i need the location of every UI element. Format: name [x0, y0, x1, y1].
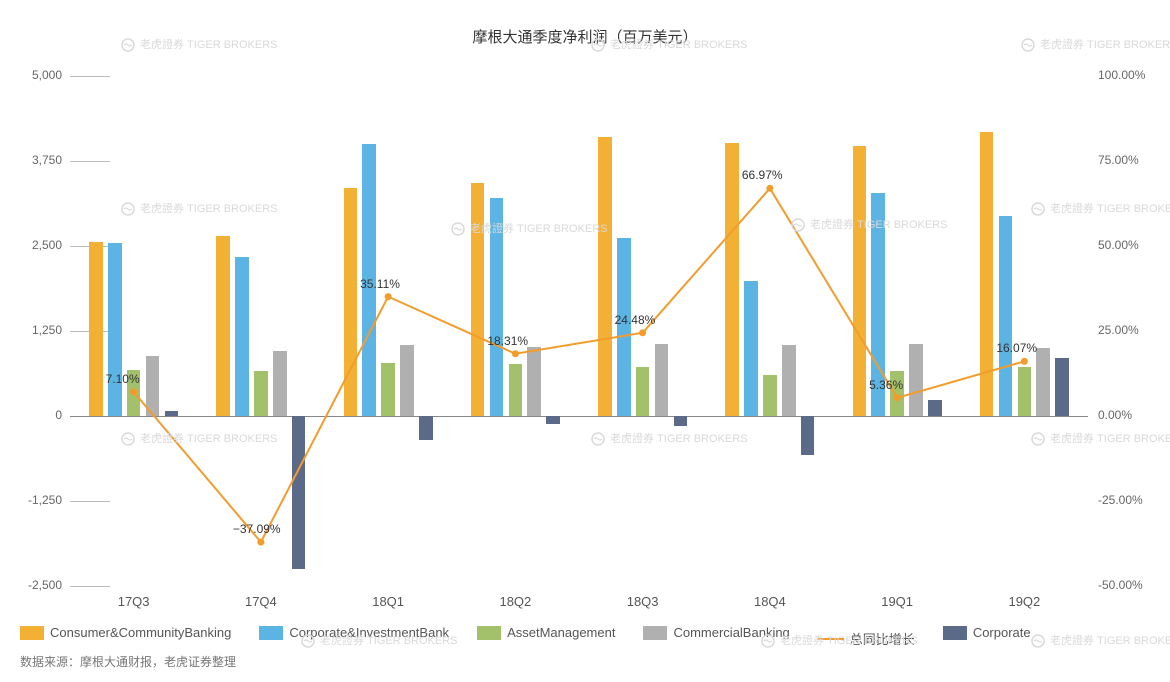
- legend-swatch: [20, 626, 44, 640]
- y-left-tick: -2,500: [28, 578, 62, 592]
- legend-swatch: [943, 626, 967, 640]
- legend-item-corp: Corporate: [943, 625, 1031, 640]
- x-category-label: 19Q1: [881, 594, 913, 609]
- watermark: 老虎證券 TIGER BROKERS: [120, 36, 278, 53]
- yoy-marker: [130, 388, 137, 395]
- legend-swatch: [643, 626, 667, 640]
- yoy-label: −37.09%: [233, 522, 281, 536]
- source-note: 数据来源：摩根大通财报，老虎证券整理: [20, 653, 236, 670]
- legend-label: AssetManagement: [507, 625, 615, 640]
- yoy-line: [134, 188, 1025, 542]
- watermark: 老虎證券 TIGER BROKERS: [1030, 430, 1170, 447]
- watermark: 老虎證券 TIGER BROKERS: [1020, 36, 1170, 53]
- watermark: 老虎證券 TIGER BROKERS: [1030, 200, 1170, 217]
- watermark: 老虎證券 TIGER BROKERS: [120, 200, 278, 217]
- watermark: 老虎證券 TIGER BROKERS: [760, 632, 918, 649]
- x-category-label: 19Q2: [1008, 594, 1040, 609]
- watermark: 老虎證券 TIGER BROKERS: [590, 430, 748, 447]
- chart-container: 摩根大通季度净利润（百万美元） -2,500-1,25001,2502,5003…: [0, 0, 1170, 682]
- yoy-label: 18.31%: [487, 334, 528, 348]
- y-left-tick: 0: [55, 408, 62, 422]
- yoy-label: 66.97%: [742, 168, 783, 182]
- x-category-label: 18Q2: [499, 594, 531, 609]
- y-right-tick: 75.00%: [1098, 153, 1139, 167]
- yoy-marker: [385, 293, 392, 300]
- watermark: 老虎證券 TIGER BROKERS: [590, 36, 748, 53]
- yoy-label: 35.11%: [360, 277, 400, 291]
- yoy-marker: [512, 350, 519, 357]
- watermark: 老虎證券 TIGER BROKERS: [450, 220, 608, 237]
- line-layer: [70, 76, 1088, 586]
- legend-swatch: [259, 626, 283, 640]
- yoy-label: 5.36%: [869, 378, 903, 392]
- y-right-tick: -25.00%: [1098, 493, 1143, 507]
- yoy-marker: [639, 329, 646, 336]
- watermark: 老虎證券 TIGER BROKERS: [790, 216, 948, 233]
- x-category-label: 18Q4: [754, 594, 786, 609]
- legend-item-am: AssetManagement: [477, 625, 615, 640]
- yoy-marker: [894, 394, 901, 401]
- x-category-label: 18Q1: [372, 594, 404, 609]
- watermark: 老虎證券 TIGER BROKERS: [120, 430, 278, 447]
- legend-label: Consumer&CommunityBanking: [50, 625, 231, 640]
- y-right-tick: 0.00%: [1098, 408, 1132, 422]
- y-right-tick: 100.00%: [1098, 68, 1145, 82]
- yoy-label: 7.10%: [106, 372, 140, 386]
- legend-swatch: [477, 626, 501, 640]
- y-left-tick: 3,750: [32, 153, 62, 167]
- yoy-label: 24.48%: [615, 313, 656, 327]
- y-left-tick: 5,000: [32, 68, 62, 82]
- x-category-label: 18Q3: [627, 594, 659, 609]
- y-right-tick: 25.00%: [1098, 323, 1139, 337]
- x-category-label: 17Q4: [245, 594, 277, 609]
- yoy-marker: [766, 185, 773, 192]
- watermark: 老虎證券 TIGER BROKERS: [300, 632, 458, 649]
- x-category-label: 17Q3: [118, 594, 150, 609]
- legend: Consumer&CommunityBankingCorporate&Inves…: [20, 625, 1160, 652]
- y-right-tick: -50.00%: [1098, 578, 1143, 592]
- legend-item-ccb: Consumer&CommunityBanking: [20, 625, 231, 640]
- y-left-tick: 2,500: [32, 238, 62, 252]
- plot-area: -2,500-1,25001,2502,5003,7505,000-50.00%…: [70, 76, 1088, 586]
- y-right-tick: 50.00%: [1098, 238, 1139, 252]
- yoy-label: 16.07%: [996, 341, 1037, 355]
- watermark: 老虎證券 TIGER BROKERS: [1030, 632, 1170, 649]
- yoy-marker: [257, 539, 264, 546]
- y-left-tick: -1,250: [28, 493, 62, 507]
- yoy-marker: [1021, 358, 1028, 365]
- legend-label: Corporate: [973, 625, 1031, 640]
- y-left-tick: 1,250: [32, 323, 62, 337]
